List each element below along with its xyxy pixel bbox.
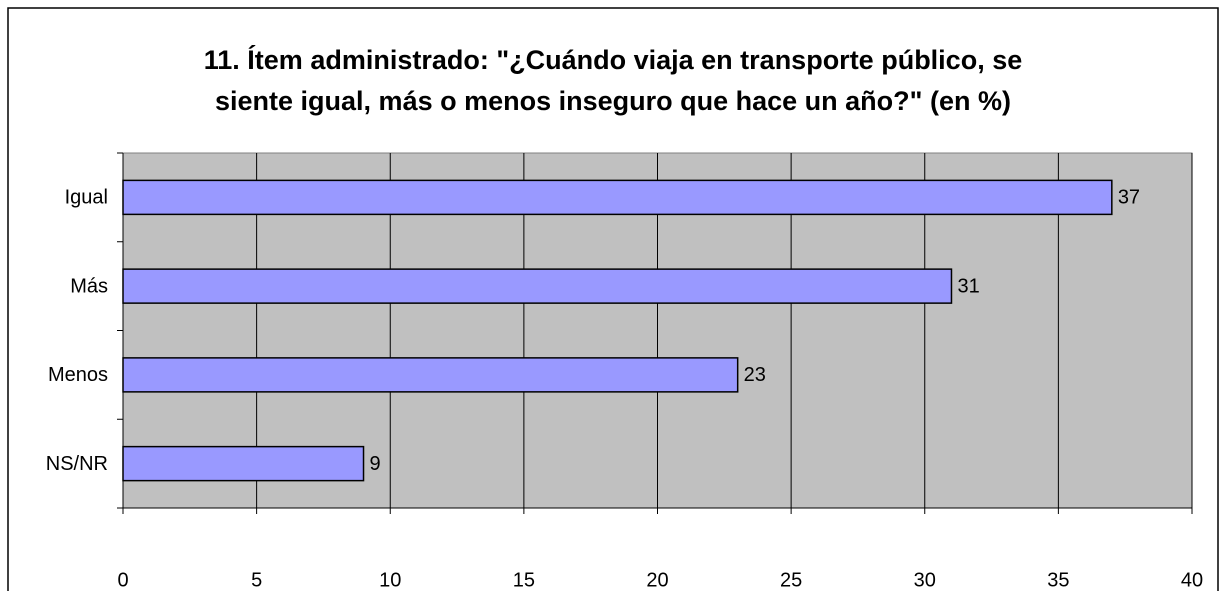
y-tick-label: NS/NR (46, 453, 108, 475)
chart-title: siente igual, más o menos inseguro que h… (215, 86, 1011, 116)
value-label: 37 (1118, 187, 1140, 209)
x-tick-label: 25 (780, 569, 802, 591)
value-label: 23 (744, 364, 766, 386)
x-tick-label: 30 (914, 569, 936, 591)
x-tick-label: 10 (379, 569, 401, 591)
y-tick-label: Menos (48, 364, 108, 386)
y-tick-label: Más (70, 275, 108, 297)
y-tick-label: Igual (65, 187, 108, 209)
x-tick-label: 5 (251, 569, 262, 591)
bar (122, 268, 953, 304)
value-label: 31 (957, 275, 979, 297)
bar (122, 179, 1113, 216)
x-tick-label: 35 (1047, 569, 1069, 591)
chart-title: 11. Ítem administrado: "¿Cuándo viaja en… (204, 44, 1022, 75)
bar (122, 445, 365, 482)
x-tick-label: 20 (646, 569, 668, 591)
x-tick-label: 15 (513, 569, 535, 591)
bar (122, 357, 739, 393)
value-label: 9 (370, 453, 381, 475)
x-tick-label: 0 (117, 569, 128, 591)
x-tick-label: 40 (1181, 569, 1203, 591)
